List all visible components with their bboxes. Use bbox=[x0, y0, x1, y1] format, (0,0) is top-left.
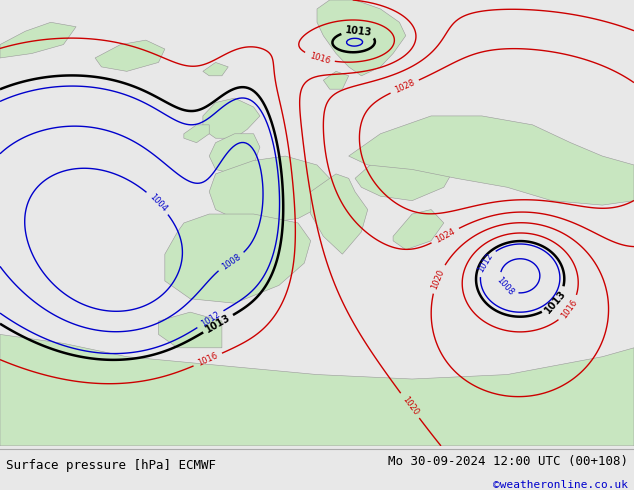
Text: ©weatheronline.co.uk: ©weatheronline.co.uk bbox=[493, 480, 628, 490]
Text: 1012: 1012 bbox=[199, 310, 222, 329]
Text: 1008: 1008 bbox=[495, 275, 515, 297]
Polygon shape bbox=[355, 147, 456, 201]
Text: 1004: 1004 bbox=[147, 192, 169, 214]
Text: 1008: 1008 bbox=[220, 252, 242, 271]
Polygon shape bbox=[317, 0, 406, 76]
Polygon shape bbox=[349, 116, 634, 205]
Polygon shape bbox=[209, 134, 260, 174]
Text: 1020: 1020 bbox=[430, 268, 446, 290]
Text: 1016: 1016 bbox=[560, 297, 579, 320]
Polygon shape bbox=[95, 40, 165, 72]
Polygon shape bbox=[311, 174, 368, 254]
Polygon shape bbox=[0, 334, 634, 446]
Text: 1013: 1013 bbox=[344, 25, 372, 38]
Polygon shape bbox=[323, 72, 349, 89]
Text: 1024: 1024 bbox=[434, 227, 456, 245]
Text: Surface pressure [hPa] ECMWF: Surface pressure [hPa] ECMWF bbox=[6, 459, 216, 472]
Polygon shape bbox=[203, 98, 260, 138]
Text: 1012: 1012 bbox=[476, 251, 495, 274]
Polygon shape bbox=[393, 210, 444, 250]
Text: 1016: 1016 bbox=[308, 51, 331, 66]
Polygon shape bbox=[184, 125, 209, 143]
Polygon shape bbox=[158, 312, 222, 348]
Text: 1028: 1028 bbox=[393, 78, 416, 95]
Text: 1013: 1013 bbox=[204, 313, 232, 335]
Polygon shape bbox=[203, 62, 228, 76]
Polygon shape bbox=[165, 214, 311, 303]
Text: 1013: 1013 bbox=[543, 288, 568, 315]
Text: 1020: 1020 bbox=[400, 394, 420, 416]
Polygon shape bbox=[209, 156, 336, 223]
Text: 1016: 1016 bbox=[197, 351, 219, 368]
Polygon shape bbox=[0, 22, 76, 58]
Text: Mo 30-09-2024 12:00 UTC (00+108): Mo 30-09-2024 12:00 UTC (00+108) bbox=[387, 455, 628, 468]
